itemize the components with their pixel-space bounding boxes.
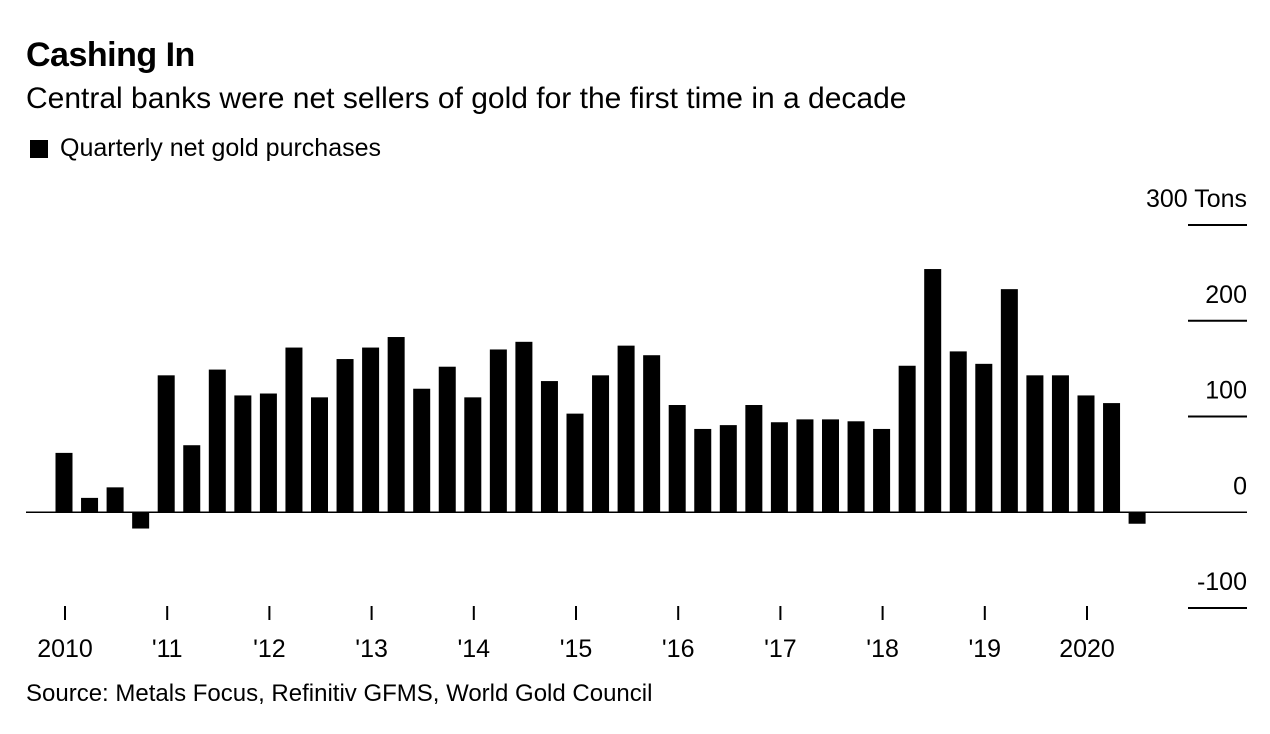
bar (540, 381, 558, 513)
x-tick-label: 2020 (1059, 635, 1115, 663)
bar (183, 445, 201, 513)
x-tick-label: '16 (662, 635, 695, 663)
bar (796, 419, 814, 513)
legend-label: Quarterly net gold purchases (60, 134, 382, 162)
bar (259, 393, 277, 513)
chart-subtitle: Central banks were net sellers of gold f… (26, 82, 907, 115)
bar (949, 351, 967, 513)
y-gridlines (1188, 224, 1247, 609)
bar (617, 345, 635, 513)
bar (362, 347, 380, 513)
bar (515, 341, 533, 513)
bar (924, 269, 942, 513)
bar (157, 375, 175, 513)
bar (81, 497, 99, 513)
bar (1103, 403, 1121, 513)
bar (770, 422, 788, 513)
x-tick-label: '13 (355, 635, 388, 663)
bar (694, 428, 712, 513)
bar (719, 425, 737, 513)
y-tick-label: 100 (1205, 377, 1247, 405)
bar (464, 397, 482, 513)
legend: Quarterly net gold purchases (30, 134, 381, 163)
bar (234, 395, 252, 513)
x-tick-label: '14 (458, 635, 491, 663)
x-axis-ticks: 2010 '11 '12 '13 '14 '15 '16 '17 '18 '19 2020 (37, 606, 1115, 663)
bar (387, 337, 405, 513)
x-tick-label: '12 (253, 635, 286, 663)
bar (592, 375, 610, 513)
y-tick-label: -100 (1197, 568, 1247, 596)
bar (1077, 395, 1095, 513)
x-tick-label: '18 (866, 635, 899, 663)
bars (55, 269, 1146, 529)
y-tick-label: 0 (1233, 472, 1247, 500)
bar (847, 421, 865, 513)
bar (285, 347, 303, 513)
y-tick-label: 200 (1205, 281, 1247, 309)
x-tick-label: '11 (152, 635, 183, 663)
bar (822, 419, 839, 513)
bar (1128, 512, 1146, 524)
bar (336, 359, 354, 513)
bar (413, 388, 431, 513)
bar (745, 405, 763, 513)
bar (1051, 375, 1069, 513)
bar (975, 363, 993, 513)
bar (208, 369, 226, 513)
legend-swatch (30, 139, 48, 158)
source-note: Source: Metals Focus, Refinitiv GFMS, Wo… (26, 680, 653, 707)
bar (668, 405, 686, 513)
x-tick-label: '15 (560, 635, 593, 663)
x-tick-label: '19 (969, 635, 1002, 663)
bar (438, 366, 456, 513)
y-axis-labels: 300 Tons 200 100 0 -100 (1146, 185, 1247, 596)
bar (1000, 289, 1018, 513)
bar (489, 349, 507, 513)
chart-title: Cashing In (26, 36, 195, 74)
bar (106, 487, 124, 513)
bar (873, 428, 891, 513)
bar (55, 452, 73, 513)
bar (898, 365, 916, 513)
x-tick-label: 2010 (37, 635, 93, 663)
x-tick-label: '17 (764, 635, 797, 663)
bar (643, 355, 661, 513)
bar (566, 413, 584, 513)
bar (1026, 375, 1044, 513)
bar (132, 512, 150, 529)
bar (311, 397, 328, 513)
y-tick-label: 300 Tons (1146, 185, 1247, 213)
